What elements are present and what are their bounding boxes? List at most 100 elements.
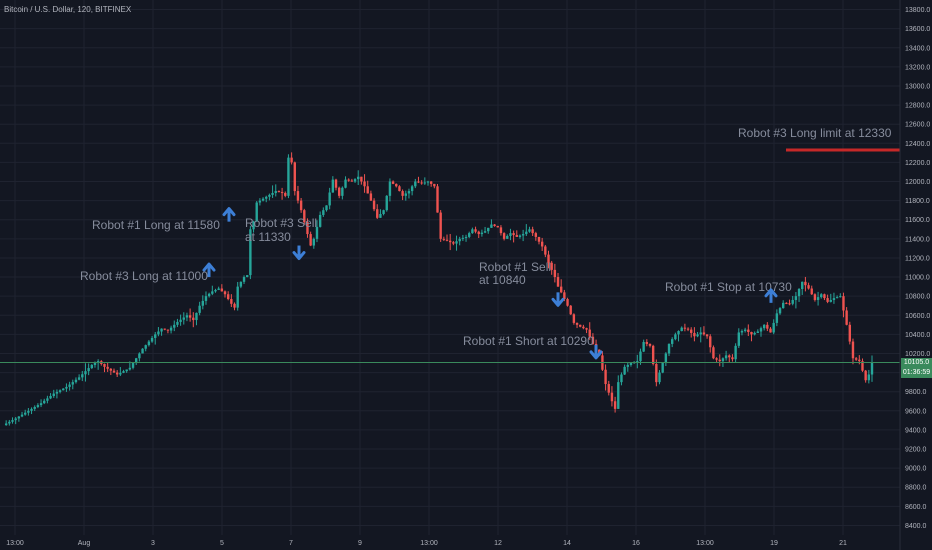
candle-body [176,321,179,325]
candle-body [271,192,274,195]
candle-body [391,181,395,184]
candle-body [512,233,515,236]
candle-body [556,277,560,287]
candle-body [655,363,658,383]
candle-body [845,310,848,325]
candle-body [724,355,728,359]
candle-body [487,227,490,232]
candle-body [477,231,480,235]
candle-body [747,329,750,332]
candle-body [680,327,683,332]
candle-body [506,235,509,239]
candle-body [642,342,645,352]
candle-body [299,200,303,211]
candle-body [277,191,281,193]
candle-body [230,299,233,304]
chart-title: Bitcoin / U.S. Dollar, 120, BITFINEX [4,5,132,14]
candle-body [525,231,528,235]
candle-body [258,200,262,203]
candle-body [820,294,823,298]
annotation-label: Robot #3 Sell [245,216,317,230]
price-tick-label: 11800.0 [905,198,930,205]
candle-body [585,328,588,330]
candle-body [420,182,423,184]
candle-body [77,377,81,380]
candle-body [775,313,779,323]
candle-body [265,196,268,199]
candle-body [166,329,170,331]
current-price-value: 10105.0 [903,358,930,366]
candle-body [455,241,458,244]
candle-body [499,227,503,234]
time-tick-label: 5 [220,540,224,547]
price-tick-label: 10200.0 [905,351,930,358]
price-axis[interactable]: 8400.0 8600.0 8800.0 9000.0 9200.0 9400.0 9600… [905,7,930,530]
time-axis[interactable]: 13:00 Aug 3 5 7 9 13:00 12 14 16 13:00 19 21 [6,540,847,547]
candle-body [423,182,427,184]
candle-body [287,157,290,196]
candle-body [173,324,176,328]
candle-body [781,302,785,309]
candle-body [537,236,541,242]
candle-body [74,379,78,383]
candle-body [842,296,845,311]
candle-body [461,237,465,239]
candle-body [582,326,585,329]
arrow-up-icon [222,207,236,222]
candle-body [192,317,195,321]
candle-body [801,281,804,289]
candle-body [233,303,236,308]
candle-body [617,382,620,409]
candle-body [426,181,430,183]
candle-body [309,234,312,246]
candle-body [521,234,525,236]
candle-body [58,390,62,392]
arrow-head [589,350,603,360]
price-tick-label: 13600.0 [905,26,930,33]
candle-body [832,298,836,300]
price-tick-label: 10800.0 [905,294,930,301]
price-tick-label: 9200.0 [905,447,927,454]
arrow-down-icon [551,292,565,307]
candle-body [296,191,300,201]
candle-body [223,291,227,295]
candle-body [382,210,385,214]
time-tick-label: 7 [289,540,293,547]
candle-body [658,372,661,383]
candle-body [157,331,160,335]
candle-body [699,332,702,335]
candle-body [563,292,566,300]
candle-body [737,332,740,346]
candle-body [49,395,52,399]
arrow-up-icon [764,288,778,303]
candle-body [572,314,576,323]
candle-body [84,371,87,375]
candle-body [445,239,449,241]
annotation-label: Robot #1 Stop at 10730 [665,280,792,294]
candle-body [766,324,769,329]
candle-body [401,191,404,196]
candle-body [207,293,211,297]
arrow-head [222,207,236,217]
candle-body [372,200,376,210]
candle-body [284,192,287,196]
price-tick-label: 9600.0 [905,408,927,415]
candle-body [30,408,33,411]
time-tick-label: 12 [494,540,502,547]
candle-body [670,339,674,344]
candle-body [813,294,817,300]
candle-body [36,405,40,407]
price-tick-label: 11600.0 [905,217,930,224]
candle-body [182,317,185,320]
candle-body [87,368,90,372]
candle-body [27,410,30,413]
candle-body [474,229,477,232]
candle-body [702,332,706,335]
candle-body [337,187,341,196]
price-tick-label: 13000.0 [905,83,930,90]
price-tick-label: 13400.0 [905,45,930,52]
time-tick-label: 14 [563,540,571,547]
candle-body [414,181,417,187]
